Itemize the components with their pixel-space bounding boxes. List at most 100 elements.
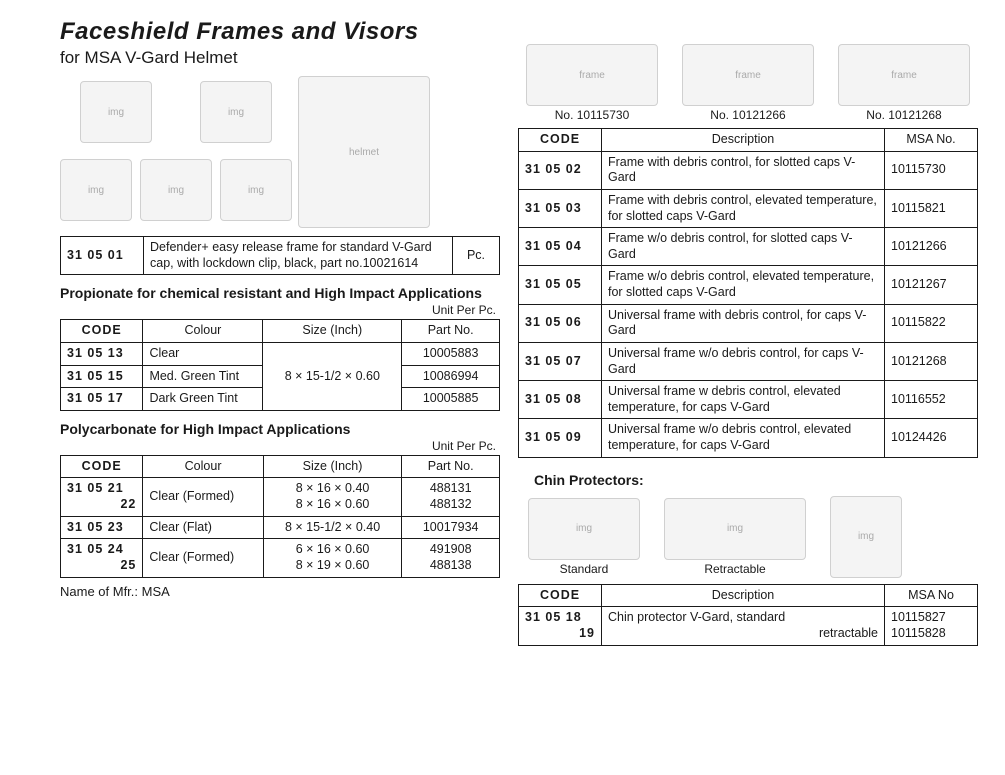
right-column: frame No. 10115730 frame No. 10121266 fr… bbox=[518, 18, 978, 765]
desc-cell: Universal frame w/o debris control, for … bbox=[602, 342, 885, 380]
part-text: 488138 bbox=[408, 558, 493, 574]
size-text: 6 × 16 × 0.60 bbox=[270, 542, 396, 558]
page-subtitle: for MSA V-Gard Helmet bbox=[60, 48, 500, 68]
table-row: 31 05 01 Defender+ easy release frame fo… bbox=[61, 237, 500, 275]
frame-image-block: frame No. 10115730 bbox=[526, 44, 658, 122]
msa-cell: 10115821 bbox=[885, 189, 978, 227]
table-row: 31 05 07Universal frame w/o debris contr… bbox=[519, 342, 978, 380]
code-cell: 31 05 04 bbox=[519, 228, 602, 266]
code-cell: 31 05 17 bbox=[61, 388, 143, 411]
msa-text: 10115828 bbox=[891, 626, 971, 642]
msa-cell: 10115827 10115828 bbox=[885, 607, 978, 645]
msa-text: 10115827 bbox=[891, 610, 971, 626]
col-header: CODE bbox=[519, 584, 602, 607]
col-header: Size (Inch) bbox=[263, 320, 402, 343]
desc-text: Chin protector V-Gard, standard bbox=[608, 610, 878, 626]
chin-image: img bbox=[528, 498, 640, 560]
col-header: CODE bbox=[519, 129, 602, 152]
col-header: CODE bbox=[61, 320, 143, 343]
table-header-row: CODE Colour Size (Inch) Part No. bbox=[61, 455, 500, 478]
product-image: img bbox=[140, 159, 212, 221]
msa-cell: 10116552 bbox=[885, 381, 978, 419]
table-header-row: CODE Colour Size (Inch) Part No. bbox=[61, 320, 500, 343]
desc-cell: Frame with debris control, for slotted c… bbox=[602, 151, 885, 189]
left-column: Faceshield Frames and Visors for MSA V-G… bbox=[60, 18, 500, 765]
desc-cell: Universal frame with debris control, for… bbox=[602, 304, 885, 342]
table-row: 31 05 08Universal frame w debris control… bbox=[519, 381, 978, 419]
code-cell: 31 05 09 bbox=[519, 419, 602, 457]
msa-cell: 10124426 bbox=[885, 419, 978, 457]
colour-cell: Dark Green Tint bbox=[143, 388, 263, 411]
part-cell: 10086994 bbox=[402, 365, 500, 388]
msa-cell: 10115822 bbox=[885, 304, 978, 342]
table-row: 31 05 04Frame w/o debris control, for sl… bbox=[519, 228, 978, 266]
size-cell: 8 × 15-1/2 × 0.60 bbox=[263, 342, 402, 410]
product-image: img bbox=[220, 159, 292, 221]
msa-cell: 10121266 bbox=[885, 228, 978, 266]
unit-label: Unit Per Pc. bbox=[60, 439, 500, 453]
part-text: 488131 bbox=[408, 481, 493, 497]
code-text: 22 bbox=[67, 497, 136, 513]
frame-label: No. 10121268 bbox=[866, 108, 941, 122]
msa-cell: 10115730 bbox=[885, 151, 978, 189]
desc-cell: Chin protector V-Gard, standard retracta… bbox=[602, 607, 885, 645]
chin-image-row: img Standard img Retractable img bbox=[518, 496, 978, 578]
desc-cell: Universal frame w/o debris control, elev… bbox=[602, 419, 885, 457]
col-header: Colour bbox=[143, 455, 263, 478]
code-cell: 31 05 13 bbox=[61, 342, 143, 365]
code-text: 31 05 18 bbox=[525, 610, 595, 626]
msa-cell: 10121267 bbox=[885, 266, 978, 304]
code-cell: 31 05 06 bbox=[519, 304, 602, 342]
table-row: 31 05 02Frame with debris control, for s… bbox=[519, 151, 978, 189]
size-cell: 8 × 16 × 0.40 8 × 16 × 0.60 bbox=[263, 478, 402, 516]
size-text: 8 × 19 × 0.60 bbox=[270, 558, 396, 574]
col-header: MSA No bbox=[885, 584, 978, 607]
desc-cell: Frame with debris control, elevated temp… bbox=[602, 189, 885, 227]
manufacturer-label: Name of Mfr.: MSA bbox=[60, 584, 500, 599]
colour-cell: Clear (Flat) bbox=[143, 516, 263, 539]
code-cell: 31 05 02 bbox=[519, 151, 602, 189]
col-header: Size (Inch) bbox=[263, 455, 402, 478]
part-cell: 10005885 bbox=[402, 388, 500, 411]
part-text: 491908 bbox=[408, 542, 493, 558]
defender-table: 31 05 01 Defender+ easy release frame fo… bbox=[60, 236, 500, 275]
colour-cell: Med. Green Tint bbox=[143, 365, 263, 388]
code-text: 31 05 21 bbox=[67, 481, 136, 497]
desc-cell: Frame w/o debris control, for slotted ca… bbox=[602, 228, 885, 266]
frame-image: frame bbox=[682, 44, 814, 106]
frame-image-row: frame No. 10115730 frame No. 10121266 fr… bbox=[518, 44, 978, 122]
frames-table: CODE Description MSA No. 31 05 02Frame w… bbox=[518, 128, 978, 458]
part-cell: 488131 488132 bbox=[402, 478, 500, 516]
msa-cell: 10121268 bbox=[885, 342, 978, 380]
col-header: Part No. bbox=[402, 455, 500, 478]
part-text: 488132 bbox=[408, 497, 493, 513]
product-image-hero: helmet bbox=[298, 76, 430, 228]
desc-cell: Defender+ easy release frame for standar… bbox=[144, 237, 453, 275]
code-cell: 31 05 18 19 bbox=[519, 607, 602, 645]
col-header: Colour bbox=[143, 320, 263, 343]
table-row: 31 05 18 19 Chin protector V-Gard, stand… bbox=[519, 607, 978, 645]
part-cell: 491908 488138 bbox=[402, 539, 500, 577]
code-cell: 31 05 21 22 bbox=[61, 478, 143, 516]
chin-image-block: img Standard bbox=[528, 498, 640, 576]
chin-image-worn: img bbox=[830, 496, 902, 578]
desc-cell: Universal frame w debris control, elevat… bbox=[602, 381, 885, 419]
col-header: CODE bbox=[61, 455, 143, 478]
size-text: 8 × 16 × 0.40 bbox=[270, 481, 396, 497]
code-cell: 31 05 05 bbox=[519, 266, 602, 304]
table-row: 31 05 13 Clear 8 × 15-1/2 × 0.60 1000588… bbox=[61, 342, 500, 365]
code-cell: 31 05 03 bbox=[519, 189, 602, 227]
code-cell: 31 05 15 bbox=[61, 365, 143, 388]
colour-cell: Clear (Formed) bbox=[143, 539, 263, 577]
code-text: 31 05 24 bbox=[67, 542, 136, 558]
part-cell: 10005883 bbox=[402, 342, 500, 365]
size-text: 8 × 16 × 0.60 bbox=[270, 497, 396, 513]
unit-label: Unit Per Pc. bbox=[60, 303, 500, 317]
unit-cell: Pc. bbox=[453, 237, 500, 275]
table-row: 31 05 09Universal frame w/o debris contr… bbox=[519, 419, 978, 457]
chin-image: img bbox=[664, 498, 806, 560]
product-gallery: img img img img img helmet bbox=[60, 76, 500, 228]
chin-label: Retractable bbox=[704, 562, 765, 576]
product-image: img bbox=[80, 81, 152, 143]
chin-table: CODE Description MSA No 31 05 18 19 Chin… bbox=[518, 584, 978, 646]
